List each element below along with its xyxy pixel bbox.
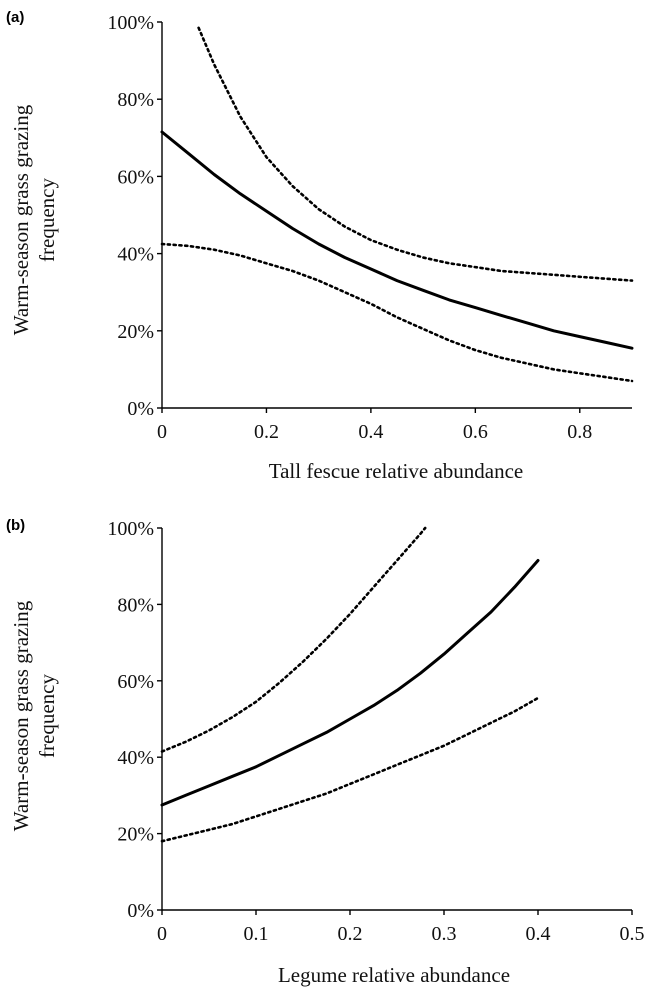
panel-label-a: (a) [6, 9, 24, 26]
y-tick-label-b: 40% [117, 747, 154, 769]
y-axis-title-a: Warm-season grass grazing frequency [9, 104, 59, 335]
fitted-curve-a [160, 130, 634, 350]
y-tick-label-b: 80% [117, 594, 154, 616]
x-tick-label-a: 0.8 [567, 421, 592, 443]
y-axis-title-line2-a: frequency [35, 178, 59, 262]
y-axis-title-b: Warm-season grass grazing frequency [9, 600, 59, 831]
upper-confidence-bound-a [197, 26, 634, 282]
x-axis-title-b: Legume relative abundance [278, 963, 510, 987]
y-tick-label-b: 0% [127, 900, 154, 922]
x-tick-label-a: 0.6 [463, 421, 488, 443]
y-tick-label-a: 20% [117, 321, 154, 343]
x-tick-label-b: 0.5 [620, 923, 645, 945]
upper-confidence-bound-b [160, 526, 427, 753]
y-tick-label-b: 60% [117, 671, 154, 693]
panel-a: (a) Warm-season grass grazing frequency … [6, 9, 634, 483]
y-axis-title-line2-b: frequency [35, 674, 59, 758]
x-tick-label-b: 0 [157, 923, 167, 945]
axes-a: 0% 20% 40% 60% 80% 100% 0 0.2 0.4 0.6 0.8 [107, 12, 632, 443]
y-tick-label-b: 20% [117, 824, 154, 846]
y-tick-label-a: 0% [127, 398, 154, 420]
lower-confidence-bound-b [160, 696, 540, 843]
y-tick-label-a: 60% [117, 166, 154, 188]
x-axis-title-a: Tall fescue relative abundance [269, 459, 523, 483]
panel-b: (b) Warm-season grass grazing frequency … [6, 517, 645, 987]
y-tick-label-a: 80% [117, 89, 154, 111]
x-tick-label-a: 0.2 [254, 421, 279, 443]
y-axis-title-line1-b: Warm-season grass grazing [9, 600, 33, 831]
panel-label-b: (b) [6, 517, 25, 534]
y-tick-label-b: 100% [107, 518, 154, 540]
series-group-a [160, 26, 634, 383]
fitted-curve-b [160, 559, 540, 807]
y-axis-title-line1-a: Warm-season grass grazing [9, 104, 33, 335]
x-tick-label-a: 0 [157, 421, 167, 443]
x-tick-label-b: 0.1 [244, 923, 269, 945]
lower-confidence-bound-a [160, 242, 634, 383]
series-group-b [160, 526, 540, 843]
y-tick-label-a: 100% [107, 12, 154, 34]
x-tick-label-b: 0.2 [338, 923, 363, 945]
axes-b: 0% 20% 40% 60% 80% 100% 0 0.1 0.2 0.3 0.4 0.5 [107, 518, 644, 945]
x-tick-label-a: 0.4 [358, 421, 383, 443]
y-tick-label-a: 40% [117, 244, 154, 266]
x-tick-label-b: 0.4 [526, 923, 551, 945]
x-tick-label-b: 0.3 [432, 923, 457, 945]
